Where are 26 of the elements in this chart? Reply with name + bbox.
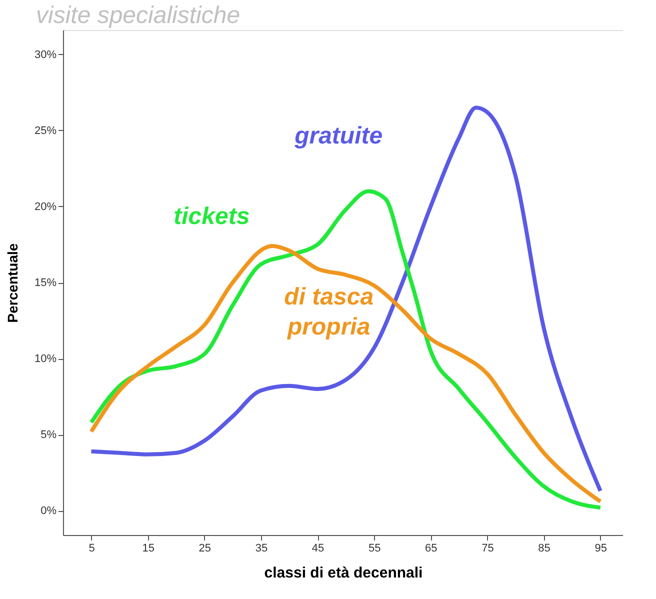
x-tick-label: 45 [312,542,324,554]
x-tick-label: 5 [88,542,95,554]
text: gratuite [294,122,383,150]
x-tick-label: 95 [594,542,607,554]
y-tick-label: 15% [34,277,57,289]
y-axis-title: Percentuale [4,243,20,323]
series-label: tickets [174,203,250,230]
x-tick-label: 35 [255,542,268,554]
chart-title: visite specialistiche [36,2,240,29]
line-series [89,189,602,510]
y-tick-label: 0% [40,505,57,518]
series-label: di tasca propria [284,284,374,341]
y-tick-label: 20% [34,200,57,213]
x-tick-label: 85 [538,542,550,554]
line-series [89,244,602,504]
x-tick-label: 25 [198,542,212,554]
y-tick-label: 25% [34,124,57,137]
x-tick-label: 15 [142,542,154,554]
x-tick-label: 75 [482,542,494,554]
x-tick-label: 55 [368,542,381,554]
line-series [89,106,602,493]
y-tick-label: 10% [34,353,57,366]
y-tick-label: 5% [40,429,57,442]
x-tick-label: 65 [425,542,438,554]
x-axis-title: classi di età decennali [264,564,423,582]
y-tick-label: 30% [34,48,57,61]
